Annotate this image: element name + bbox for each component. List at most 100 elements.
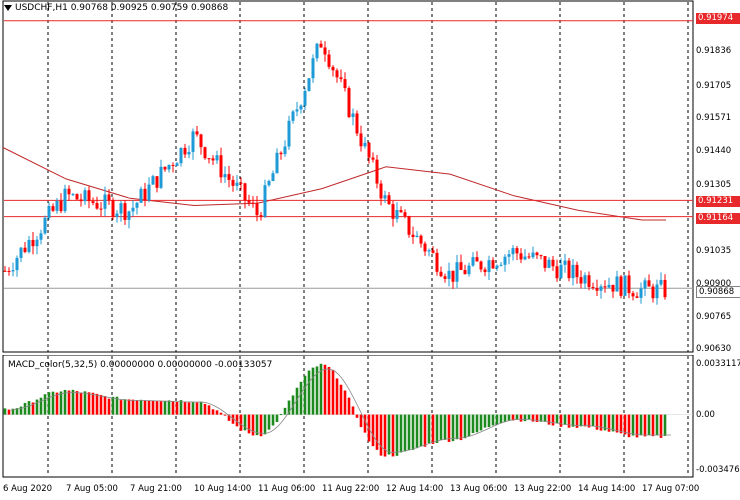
macd-bar (411, 414, 415, 450)
macd-bar (583, 414, 587, 427)
candle-body (603, 286, 607, 288)
macd-value-3: -0.00133057 (214, 360, 273, 370)
macd-bar (75, 391, 79, 415)
macd-bar (475, 414, 479, 433)
candle-body (419, 235, 423, 244)
macd-bar (279, 414, 283, 416)
level-tag-lower: 0.91164 (696, 213, 740, 224)
macd-bar (563, 414, 567, 425)
macd-bar (479, 414, 483, 431)
macd-bar (67, 390, 71, 415)
candle-body (551, 259, 555, 267)
macd-bar (3, 408, 7, 415)
macd-bar (659, 414, 663, 438)
candle-body (631, 293, 635, 297)
macd-bar (215, 410, 219, 415)
macd-bar (191, 402, 195, 415)
candle-body (343, 79, 347, 89)
time-label: 6 Aug 2020 (3, 484, 53, 494)
candle-body (159, 166, 163, 188)
candle-body (359, 133, 363, 147)
candle-body (263, 185, 267, 217)
candle-body (491, 260, 495, 269)
macd-bar (363, 414, 367, 433)
candle-body (23, 247, 27, 252)
macd-header: MACD_color(5,32,5) 0.00000000 0.00000000… (8, 360, 272, 370)
candle-body (219, 155, 223, 178)
macd-bar (519, 414, 523, 422)
macd-bar (163, 400, 167, 415)
candle-body (527, 256, 531, 258)
candle-body (307, 78, 311, 91)
candle-body (171, 164, 175, 166)
candle-body (15, 257, 19, 271)
candle-body (459, 262, 463, 270)
macd-bar (79, 392, 83, 415)
candle-body (31, 239, 35, 247)
candle-body (251, 202, 255, 204)
macd-bar (651, 414, 655, 437)
macd-bar (339, 384, 343, 415)
macd-bar (435, 414, 439, 443)
candle-body (139, 188, 143, 203)
candle-body (583, 275, 587, 284)
open-value: 0.90768 (70, 3, 108, 13)
time-label: 14 Aug 14:00 (578, 484, 636, 494)
macd-bar (595, 414, 599, 430)
candle-body (531, 252, 535, 258)
candle-body (67, 188, 71, 195)
candle-body (75, 194, 79, 200)
candle-body (151, 176, 155, 185)
macd-bar (263, 414, 267, 435)
time-label: 17 Aug 07:00 (642, 484, 700, 494)
macd-bar (11, 408, 15, 415)
macd-bar (631, 414, 635, 436)
macd-bar (295, 387, 299, 415)
candle-body (391, 204, 395, 219)
candle-body (267, 180, 271, 186)
macd-bar (463, 414, 467, 439)
price-chart-svg[interactable] (0, 0, 740, 354)
macd-pane[interactable]: MACD_color(5,32,5) 0.00000000 0.00000000… (0, 355, 740, 478)
macd-axis-label: 0.0033117 (696, 359, 740, 369)
macd-bar (499, 414, 503, 424)
macd-bar (399, 414, 403, 453)
candle-body (543, 256, 547, 268)
candle-body (231, 179, 235, 186)
candle-body (179, 147, 183, 164)
candle-body (35, 239, 39, 247)
macd-bar (431, 414, 435, 444)
collapse-triangle-icon[interactable] (4, 4, 12, 11)
macd-bar (199, 401, 203, 415)
price-pane[interactable]: USDCHF,H1 0.90768 0.90925 0.90759 0.9086… (0, 0, 740, 354)
candle-body (127, 211, 131, 220)
macd-bar (175, 401, 179, 415)
candle-body (199, 134, 203, 148)
time-label: 13 Aug 06:00 (450, 484, 508, 494)
macd-bar (111, 396, 115, 415)
candle-body (595, 287, 599, 291)
candle-body (383, 195, 387, 199)
macd-bar (39, 397, 43, 415)
macd-bar (407, 414, 411, 451)
macd-chart-svg[interactable] (0, 355, 740, 478)
macd-bar (379, 414, 383, 456)
macd-bar (383, 414, 387, 457)
candle-body (207, 158, 211, 160)
macd-bar (627, 414, 631, 438)
candle-body (215, 155, 219, 161)
macd-bar (7, 409, 11, 415)
candle-body (323, 47, 327, 55)
macd-bar (471, 414, 475, 433)
macd-bar (95, 393, 99, 415)
candle-body (591, 287, 595, 289)
macd-bar (535, 414, 539, 423)
candle-body (247, 200, 251, 203)
candle-body (147, 184, 151, 201)
candle-body (523, 256, 527, 260)
candle-body (39, 233, 43, 240)
time-label: 12 Aug 14:00 (386, 484, 444, 494)
macd-bar (19, 406, 23, 415)
candle-body (163, 166, 167, 170)
